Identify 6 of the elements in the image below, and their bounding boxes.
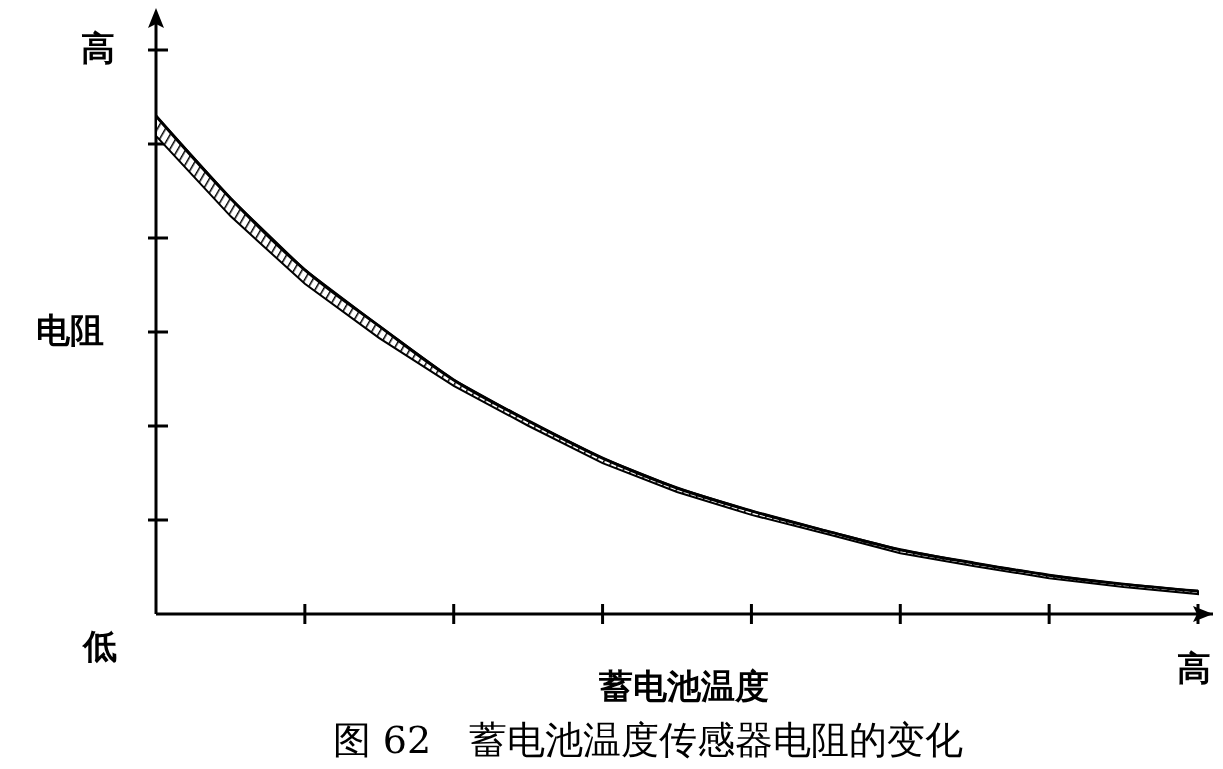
text: 图 62 蓄电池温度传感器电阻的变化 (332, 718, 964, 762)
text: 高 (81, 28, 115, 68)
text: 低 (81, 626, 117, 666)
text: 高 (1177, 648, 1211, 688)
x-axis-title: 蓄电池温度 (598, 666, 769, 706)
y-axis-title: 电阻 (36, 310, 104, 350)
